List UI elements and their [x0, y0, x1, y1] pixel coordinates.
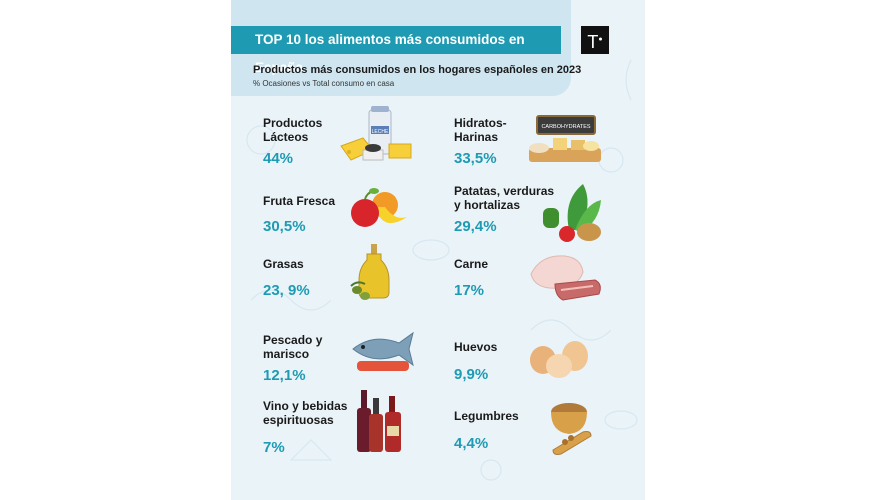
- item-meat: Carne 17%: [454, 257, 488, 299]
- item-value: 23, 9%: [263, 282, 310, 299]
- fish-icon: [352, 331, 414, 371]
- meat-icon: [530, 255, 601, 301]
- item-name: Productos: [263, 116, 323, 130]
- item-value: 17%: [454, 282, 485, 299]
- item-name: Hidratos-: [454, 116, 507, 130]
- carbohydrates-icon: CARBOHYDRATES: [529, 115, 601, 162]
- measure-note: % Ocasiones vs Total consumo en casa: [253, 79, 395, 88]
- infographic-card: TOP 10 los alimentos más consumidos en E…: [231, 0, 645, 500]
- item-value: 12,1%: [263, 367, 306, 384]
- wine-bottles-icon: [357, 390, 401, 452]
- item-name: y hortalizas: [454, 198, 521, 212]
- item-fresh-fruit: Fruta Fresca 30,5%: [263, 194, 335, 235]
- item-name: Pescado y: [263, 333, 323, 347]
- item-value: 9,9%: [454, 366, 489, 383]
- chalkboard-label: CARBOHYDRATES: [541, 124, 590, 130]
- fruit-icon: [351, 188, 407, 227]
- item-name: espirituosas: [263, 413, 334, 427]
- item-dairy: Productos Lácteos 44%: [263, 116, 322, 167]
- eggs-icon: [530, 341, 588, 378]
- item-name: Grasas: [263, 257, 304, 271]
- item-fats: Grasas 23, 9%: [263, 257, 310, 299]
- item-fish: Pescado y marisco 12,1%: [263, 333, 322, 384]
- item-value: 33,5%: [454, 150, 497, 167]
- item-value: 4,4%: [454, 435, 489, 452]
- item-name: Vino y bebidas: [263, 399, 348, 413]
- olive-oil-icon: [350, 244, 390, 300]
- item-value: 29,4%: [454, 218, 497, 235]
- item-name: Carne: [454, 257, 489, 271]
- legumes-icon: [551, 403, 592, 455]
- subtitle: Productos más consumidos en los hogares …: [253, 64, 582, 76]
- item-value: 7%: [263, 439, 285, 456]
- item-name: marisco: [263, 347, 310, 361]
- brand-logo: T●: [581, 26, 609, 54]
- vegetables-icon: [543, 184, 601, 242]
- item-value: 30,5%: [263, 218, 306, 235]
- dairy-icon: LECHE: [340, 106, 412, 161]
- item-value: 44%: [263, 150, 294, 167]
- item-carbohydrates: Hidratos- Harinas 33,5%: [454, 116, 507, 167]
- item-legumes: Legumbres 4,4%: [454, 409, 519, 452]
- item-eggs: Huevos 9,9%: [454, 340, 497, 383]
- milk-label: LECHE: [372, 129, 389, 135]
- item-name: Patatas, verduras: [454, 184, 555, 198]
- item-name: Harinas: [454, 130, 499, 144]
- item-wine-spirits: Vino y bebidas espirituosas 7%: [263, 399, 347, 456]
- page-title: TOP 10 los alimentos más consumidos en E…: [231, 26, 561, 75]
- item-name: Lácteos: [263, 130, 309, 144]
- item-name: Fruta Fresca: [263, 194, 336, 208]
- item-vegetables: Patatas, verduras y hortalizas 29,4%: [454, 184, 554, 235]
- item-name: Huevos: [454, 340, 498, 354]
- item-name: Legumbres: [454, 409, 519, 423]
